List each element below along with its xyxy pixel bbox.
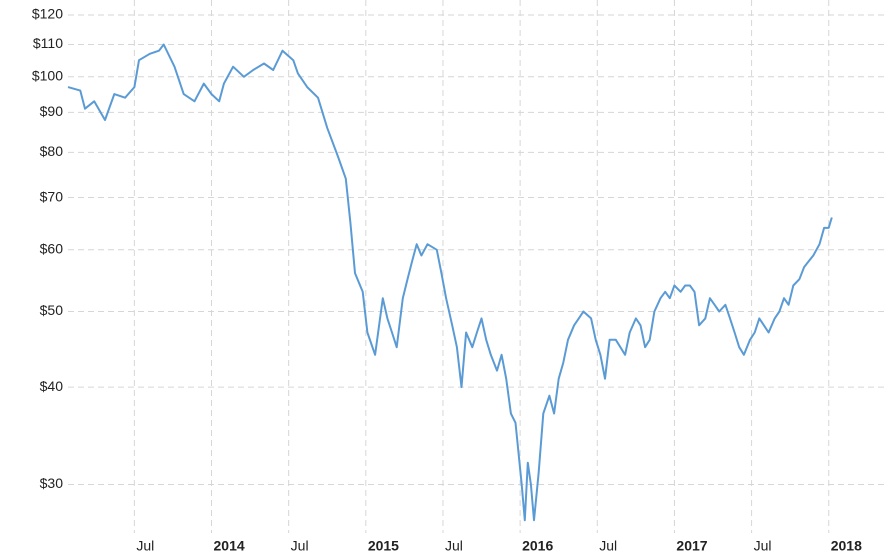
y-tick-label: $30 <box>40 475 64 491</box>
x-tick-label: 2014 <box>214 538 245 554</box>
y-tick-label: $90 <box>40 103 64 119</box>
x-tick-label: Jul <box>291 538 309 554</box>
y-tick-label: $100 <box>32 67 63 83</box>
y-tick-label: $50 <box>40 302 64 318</box>
x-tick-label: Jul <box>599 538 617 554</box>
x-tick-label: Jul <box>136 538 154 554</box>
x-tick-label: 2016 <box>522 538 553 554</box>
x-tick-label: 2015 <box>368 538 399 554</box>
y-tick-label: $120 <box>32 6 63 22</box>
x-tick-label: Jul <box>754 538 772 554</box>
y-tick-label: $80 <box>40 143 64 159</box>
price-line <box>67 43 833 522</box>
y-tick-label: $70 <box>40 188 64 204</box>
x-tick-label: Jul <box>445 538 463 554</box>
y-tick-label: $60 <box>40 240 64 256</box>
y-tick-label: $110 <box>33 35 63 51</box>
y-tick-label: $40 <box>40 378 64 394</box>
x-tick-label: 2017 <box>676 538 707 554</box>
x-tick-label: 2018 <box>831 538 862 554</box>
